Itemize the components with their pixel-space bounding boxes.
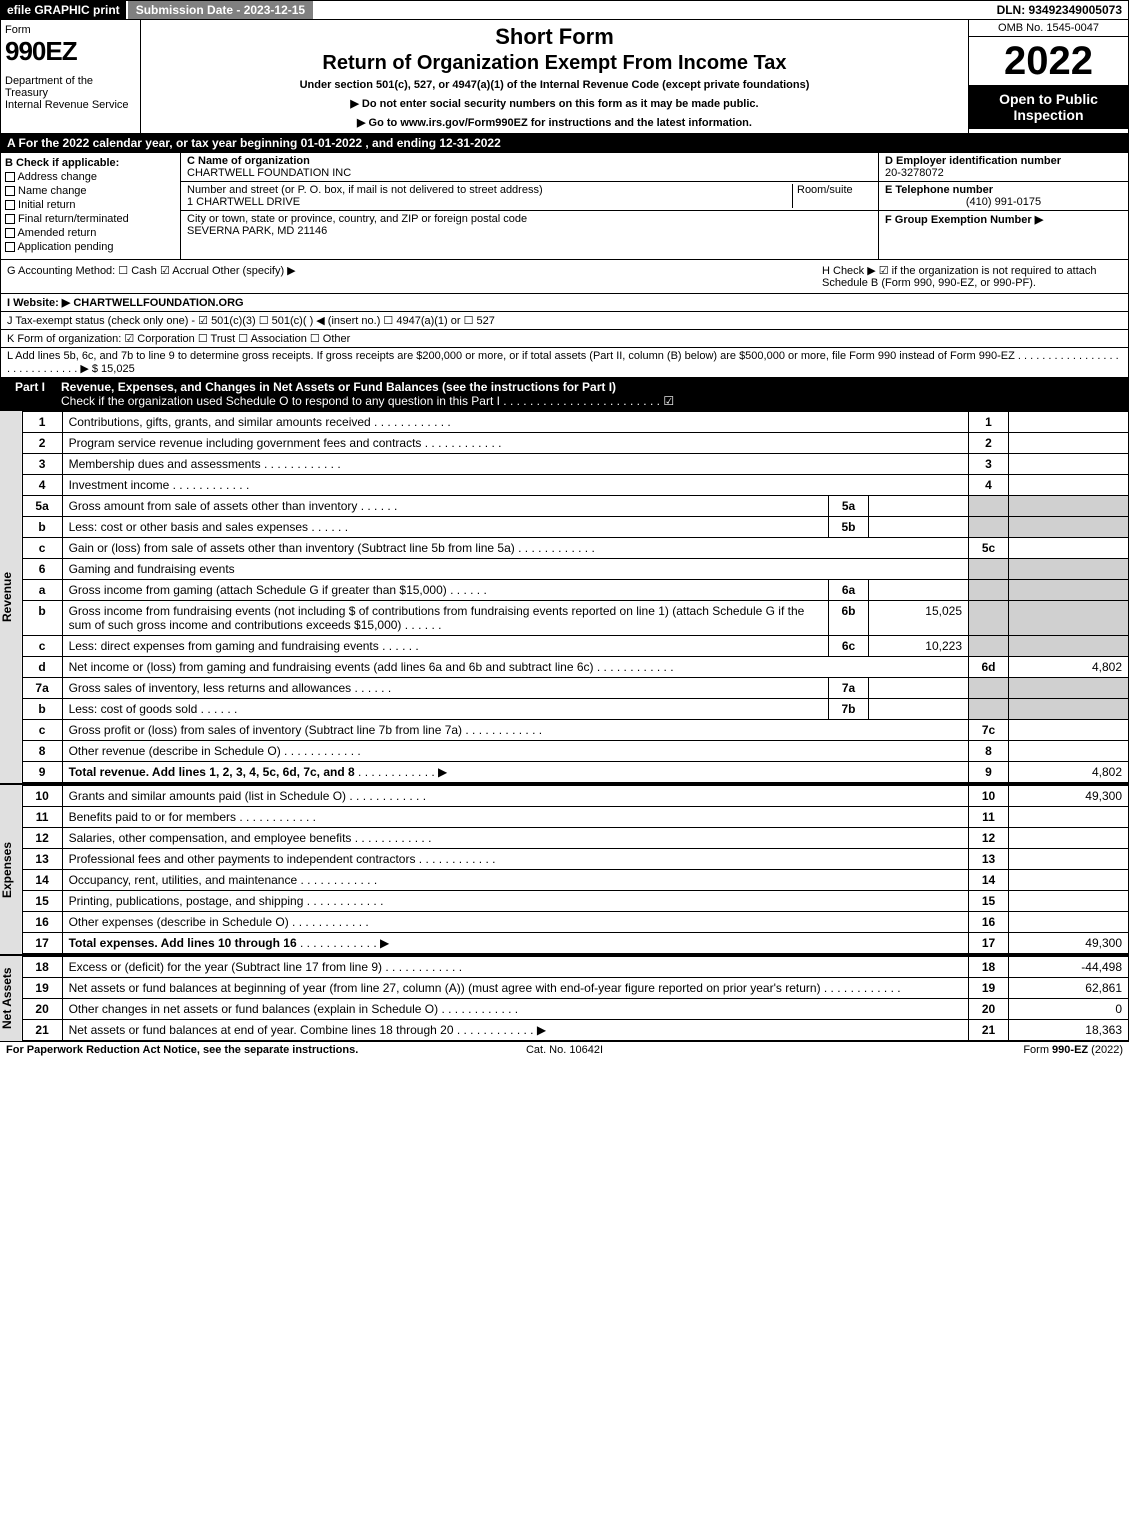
c-city-label: City or town, state or province, country…	[187, 213, 527, 225]
column-d-e-f: D Employer identification number 20-3278…	[878, 153, 1128, 259]
footer-left: For Paperwork Reduction Act Notice, see …	[6, 1044, 378, 1056]
line-b: bLess: cost or other basis and sales exp…	[22, 517, 1128, 538]
checkbox-application-pending: Application pending	[5, 241, 176, 253]
line-21: 21Net assets or fund balances at end of …	[22, 1020, 1128, 1041]
line-a: A For the 2022 calendar year, or tax yea…	[0, 134, 1129, 153]
part-i-title: Revenue, Expenses, and Changes in Net As…	[61, 380, 616, 394]
f-label: F Group Exemption Number ▶	[885, 214, 1043, 226]
form-number: 990EZ	[5, 36, 136, 67]
line-b: bLess: cost of goods sold . . . . . .7b	[22, 699, 1128, 720]
telephone: (410) 991-0175	[885, 196, 1122, 208]
section-b-c-d-e-f: B Check if applicable: Address change Na…	[0, 153, 1129, 260]
title-return: Return of Organization Exempt From Incom…	[149, 52, 960, 75]
row-i: I Website: ▶ CHARTWELLFOUNDATION.ORG	[0, 294, 1129, 312]
line-1: 1Contributions, gifts, grants, and simil…	[22, 412, 1128, 433]
row-l: L Add lines 5b, 6c, and 7b to line 9 to …	[0, 348, 1129, 378]
line-a: aGross income from gaming (attach Schedu…	[22, 580, 1128, 601]
checkbox-address-change: Address change	[5, 171, 176, 183]
form-header: Form 990EZ Department of the Treasury In…	[0, 20, 1129, 134]
line-6: 6Gaming and fundraising events	[22, 559, 1128, 580]
line-c: cGross profit or (loss) from sales of in…	[22, 720, 1128, 741]
tax-year: 2022	[969, 37, 1128, 85]
netassets-label: Net Assets	[0, 956, 22, 1041]
accounting-method: G Accounting Method: ☐ Cash ☑ Accrual Ot…	[7, 264, 822, 289]
room-label: Room/suite	[797, 184, 853, 196]
line-12: 12Salaries, other compensation, and empl…	[22, 828, 1128, 849]
row-j: J Tax-exempt status (check only one) - ☑…	[0, 312, 1129, 330]
title-short-form: Short Form	[149, 24, 960, 50]
submission-date: Submission Date - 2023-12-15	[126, 1, 313, 19]
expenses-label: Expenses	[0, 785, 22, 954]
website: I Website: ▶ CHARTWELLFOUNDATION.ORG	[7, 297, 244, 309]
line-2: 2Program service revenue including gover…	[22, 433, 1128, 454]
open-public: Open to Public Inspection	[969, 85, 1128, 129]
dln: DLN: 93492349005073	[991, 1, 1128, 19]
line-14: 14Occupancy, rent, utilities, and mainte…	[22, 870, 1128, 891]
subtitle: Under section 501(c), 527, or 4947(a)(1)…	[149, 79, 960, 91]
b-label: B Check if applicable:	[5, 157, 176, 169]
line-3: 3Membership dues and assessments . . . .…	[22, 454, 1128, 475]
column-c: C Name of organization CHARTWELL FOUNDAT…	[181, 153, 878, 259]
org-name: CHARTWELL FOUNDATION INC	[187, 167, 351, 179]
department: Department of the Treasury Internal Reve…	[5, 75, 136, 111]
line-11: 11Benefits paid to or for members . . . …	[22, 807, 1128, 828]
line-10: 10Grants and similar amounts paid (list …	[22, 786, 1128, 807]
efile-label: efile GRAPHIC print	[1, 1, 126, 19]
checkbox-final-return-terminated: Final return/terminated	[5, 213, 176, 225]
form-label: Form	[5, 24, 136, 36]
instruction-2: ▶ Go to www.irs.gov/Form990EZ for instru…	[149, 116, 960, 129]
line-c: cLess: direct expenses from gaming and f…	[22, 636, 1128, 657]
omb-number: OMB No. 1545-0047	[969, 20, 1128, 37]
c-addr-label: Number and street (or P. O. box, if mail…	[187, 184, 543, 196]
line-13: 13Professional fees and other payments t…	[22, 849, 1128, 870]
line-b: bGross income from fundraising events (n…	[22, 601, 1128, 636]
top-bar: efile GRAPHIC print Submission Date - 20…	[0, 0, 1129, 20]
line-16: 16Other expenses (describe in Schedule O…	[22, 912, 1128, 933]
expenses-table: 10Grants and similar amounts paid (list …	[22, 785, 1129, 954]
ein: 20-3278072	[885, 167, 944, 179]
instruction-1: ▶ Do not enter social security numbers o…	[149, 97, 960, 110]
line-c: cGain or (loss) from sale of assets othe…	[22, 538, 1128, 559]
line-5a: 5aGross amount from sale of assets other…	[22, 496, 1128, 517]
org-city: SEVERNA PARK, MD 21146	[187, 225, 327, 237]
line-d: dNet income or (loss) from gaming and fu…	[22, 657, 1128, 678]
column-b: B Check if applicable: Address change Na…	[1, 153, 181, 259]
schedule-b-check: H Check ▶ ☑ if the organization is not r…	[822, 264, 1122, 289]
checkbox-name-change: Name change	[5, 185, 176, 197]
part-i-check: Check if the organization used Schedule …	[61, 394, 674, 408]
checkbox-amended-return: Amended return	[5, 227, 176, 239]
org-address: 1 CHARTWELL DRIVE	[187, 196, 300, 208]
line-20: 20Other changes in net assets or fund ba…	[22, 999, 1128, 1020]
row-k: K Form of organization: ☑ Corporation ☐ …	[0, 330, 1129, 348]
line-8: 8Other revenue (describe in Schedule O) …	[22, 741, 1128, 762]
line-17: 17Total expenses. Add lines 10 through 1…	[22, 933, 1128, 954]
revenue-label: Revenue	[0, 411, 22, 783]
c-name-label: C Name of organization	[187, 155, 310, 167]
part-i-header: Part I Revenue, Expenses, and Changes in…	[0, 378, 1129, 411]
d-label: D Employer identification number	[885, 155, 1061, 167]
footer-right: Form 990-EZ (2022)	[751, 1044, 1123, 1056]
e-label: E Telephone number	[885, 184, 993, 196]
line-18: 18Excess or (deficit) for the year (Subt…	[22, 957, 1128, 978]
netassets-table: 18Excess or (deficit) for the year (Subt…	[22, 956, 1129, 1041]
line-19: 19Net assets or fund balances at beginni…	[22, 978, 1128, 999]
revenue-table: 1Contributions, gifts, grants, and simil…	[22, 411, 1129, 783]
footer-center: Cat. No. 10642I	[378, 1044, 750, 1056]
checkbox-initial-return: Initial return	[5, 199, 176, 211]
part-i-label: Part I	[7, 380, 53, 408]
line-15: 15Printing, publications, postage, and s…	[22, 891, 1128, 912]
row-g-h: G Accounting Method: ☐ Cash ☑ Accrual Ot…	[0, 260, 1129, 294]
line-9: 9Total revenue. Add lines 1, 2, 3, 4, 5c…	[22, 762, 1128, 783]
line-7a: 7aGross sales of inventory, less returns…	[22, 678, 1128, 699]
line-4: 4Investment income . . . . . . . . . . .…	[22, 475, 1128, 496]
footer: For Paperwork Reduction Act Notice, see …	[0, 1041, 1129, 1058]
